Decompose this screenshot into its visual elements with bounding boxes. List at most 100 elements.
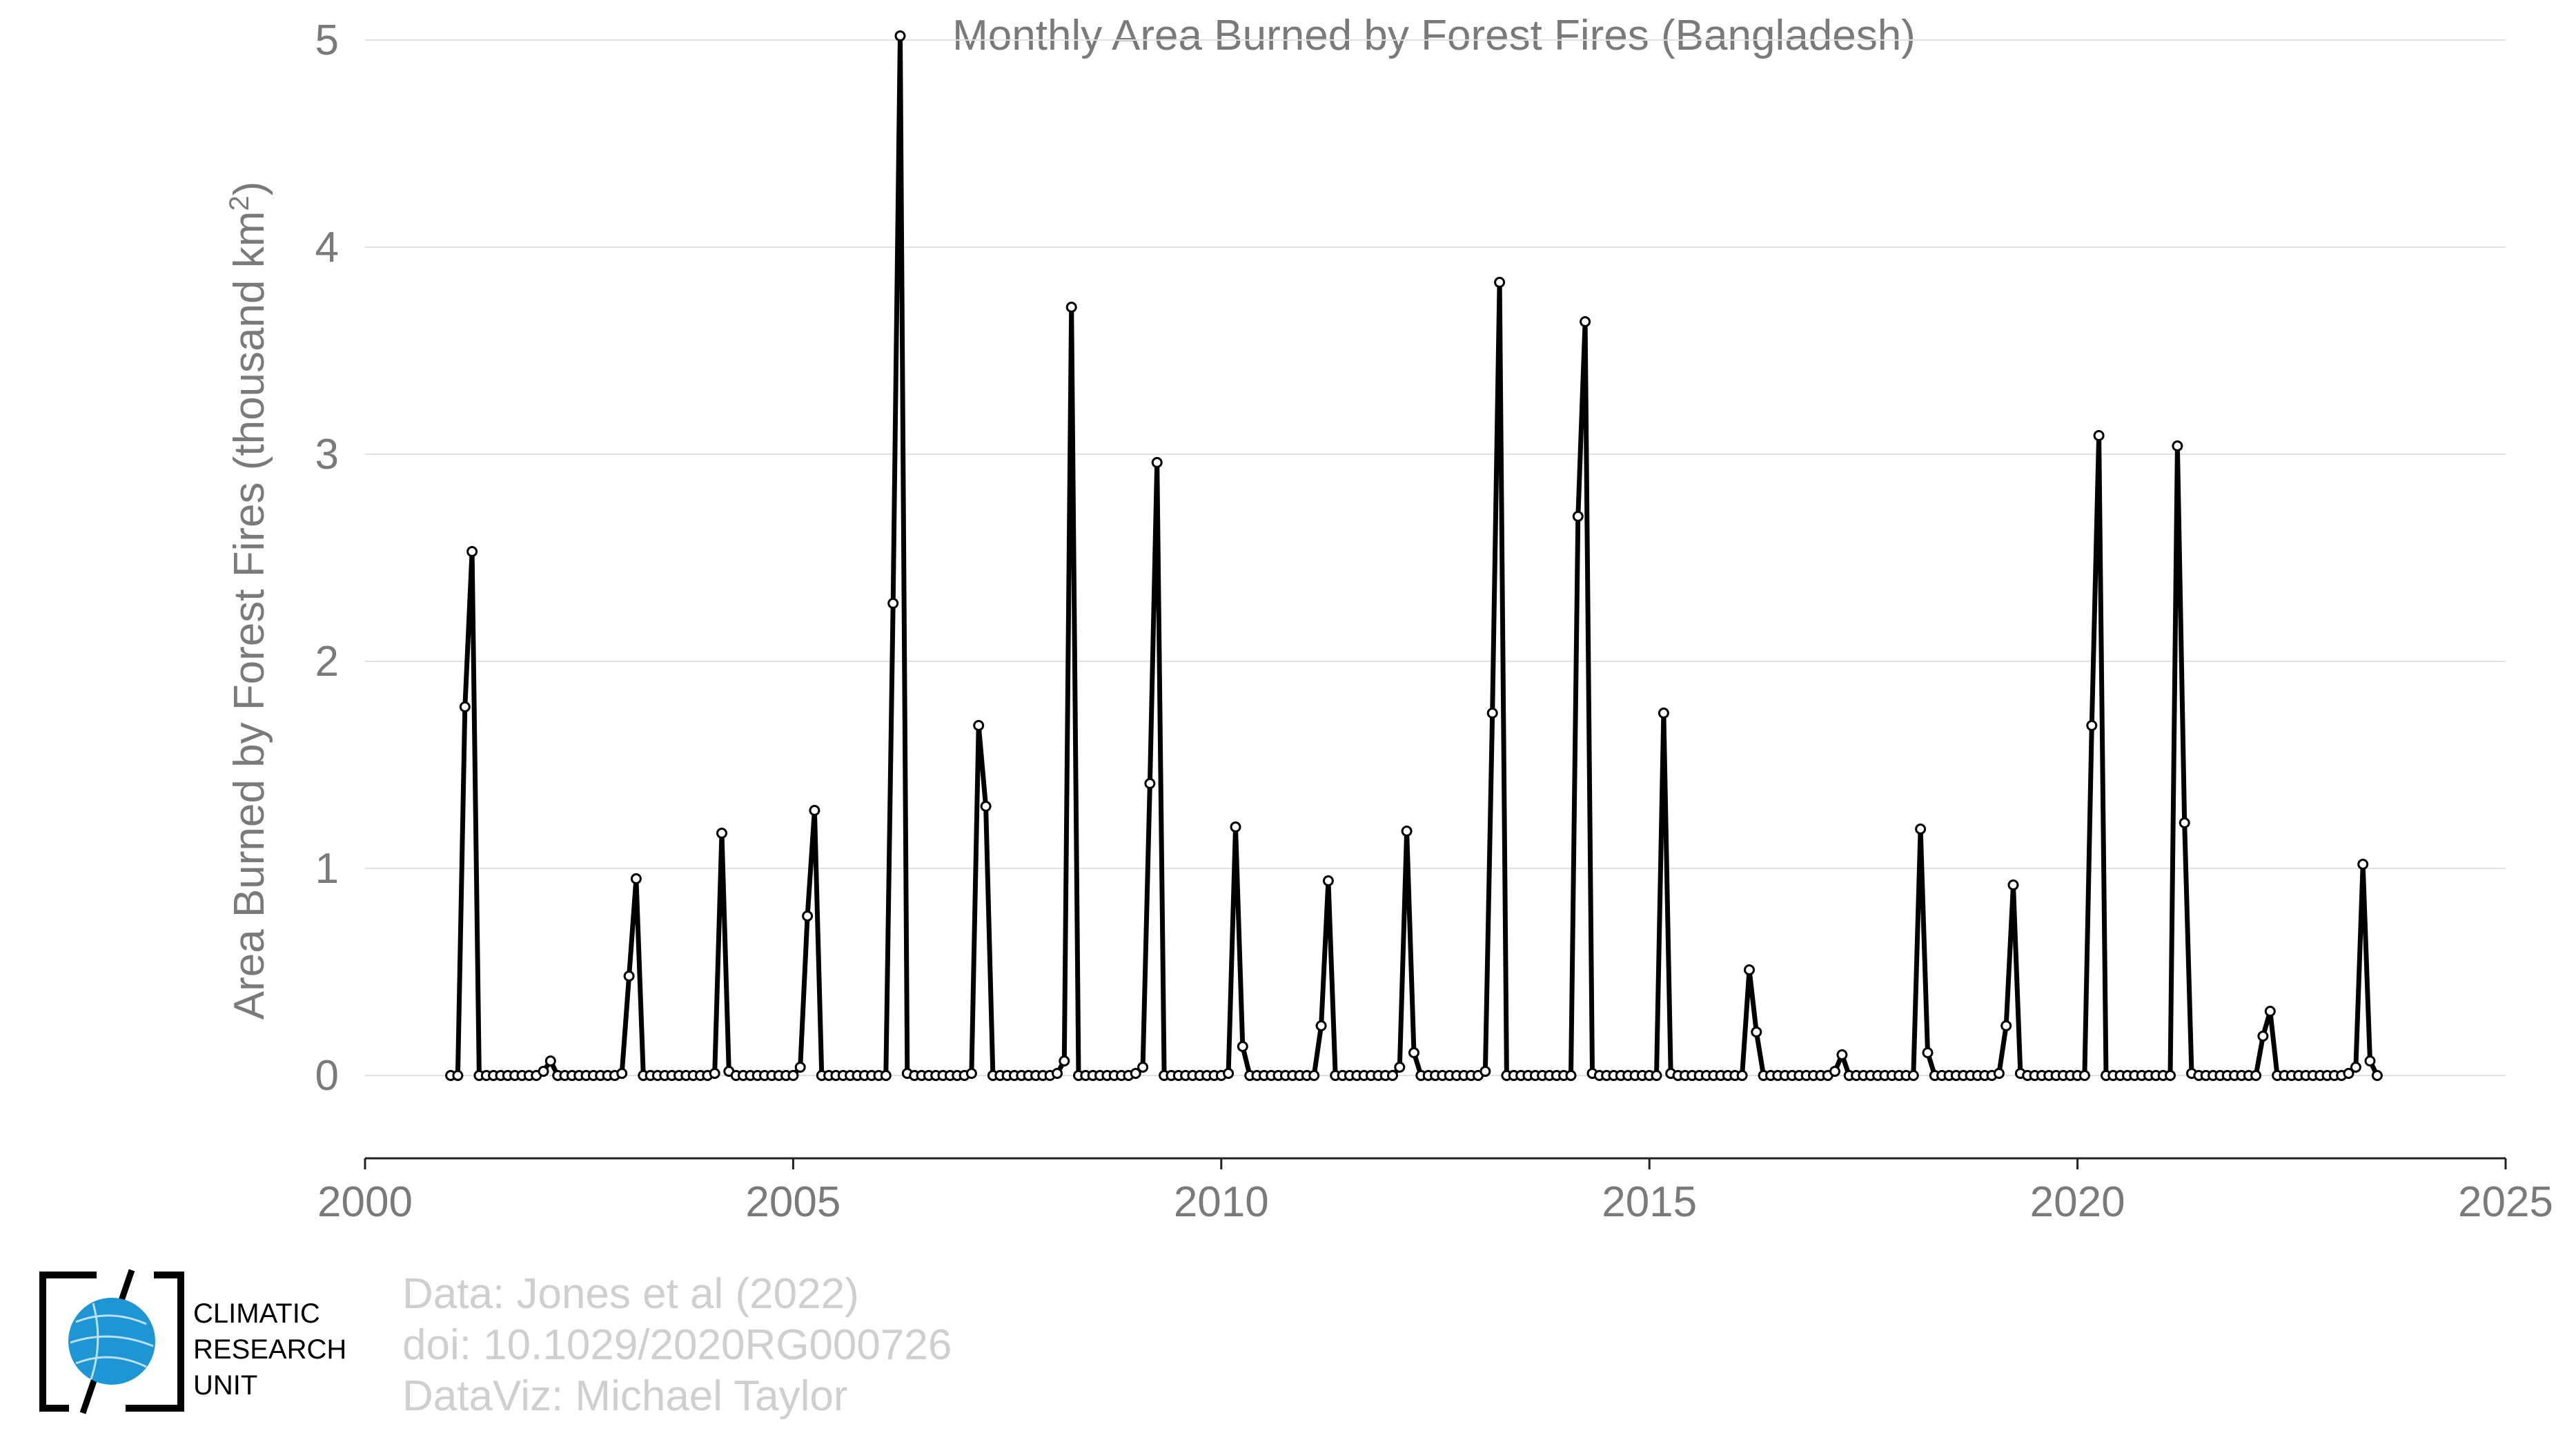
data-point <box>1494 277 1506 288</box>
data-point <box>1151 457 1163 468</box>
data-points <box>445 30 2383 1081</box>
x-axis: 2000 2005 2010 2015 2020 2025 <box>317 1158 2553 1226</box>
logo-text-line2: RESEARCH <box>193 1334 346 1365</box>
cru-logo: CLIMATIC RESEARCH UNIT <box>39 1269 346 1414</box>
data-point <box>1144 778 1156 789</box>
x-tick-label: 2015 <box>1602 1178 1697 1226</box>
data-point <box>2000 1020 2012 1031</box>
x-tick-label: 2020 <box>2030 1178 2125 1226</box>
y-tick-label: 3 <box>315 431 339 478</box>
data-point <box>2007 879 2019 890</box>
data-point <box>1572 511 1584 522</box>
data-point <box>787 1070 799 1081</box>
y-axis-label-close: ) <box>226 182 273 196</box>
data-point <box>716 828 727 839</box>
y-axis-label: Area Burned by Forest Fires (thousand km… <box>224 182 273 1020</box>
data-point <box>2250 1070 2262 1081</box>
data-point <box>1993 1068 2005 1079</box>
y-tick-label: 4 <box>315 224 339 271</box>
data-point <box>1658 708 1669 719</box>
data-point <box>1065 302 1077 313</box>
x-tick-label: 2000 <box>317 1178 413 1226</box>
data-point <box>2264 1006 2276 1017</box>
y-axis-label-superscript: 2 <box>224 195 255 211</box>
data-point <box>1394 1062 1406 1073</box>
data-point <box>1401 826 1413 837</box>
data-point <box>630 873 642 884</box>
data-point <box>1479 1066 1491 1077</box>
data-point <box>1059 1055 1070 1067</box>
data-point <box>1387 1070 1398 1081</box>
data-point <box>1829 1066 1840 1077</box>
data-point <box>1230 821 1241 832</box>
logo-text-line1: CLIMATIC <box>193 1298 320 1329</box>
logo-text-line3: UNIT <box>193 1370 257 1401</box>
data-point <box>1237 1041 1248 1052</box>
data-point <box>2371 1070 2383 1081</box>
data-point <box>544 1055 556 1067</box>
data-point <box>2257 1031 2269 1042</box>
data-point <box>538 1066 549 1077</box>
data-point <box>1486 708 1498 719</box>
data-point <box>794 1062 806 1073</box>
data-point <box>616 1068 628 1079</box>
data-point <box>973 720 985 731</box>
data-point <box>887 598 899 609</box>
data-point <box>1137 1062 1149 1073</box>
data-point <box>459 701 471 712</box>
data-point <box>1130 1068 1141 1079</box>
data-point <box>880 1070 892 1081</box>
data-point <box>452 1070 464 1081</box>
chart-title: Monthly Area Burned by Forest Fires (Ban… <box>952 12 1916 59</box>
data-point <box>965 1068 977 1079</box>
x-tick-label: 2010 <box>1174 1178 1269 1226</box>
y-axis-label-main: Area Burned by Forest Fires (thousand km <box>226 211 273 1020</box>
credits: Data: Jones et al (2022) doi: 10.1029/20… <box>402 1269 952 1422</box>
data-point <box>1565 1070 1577 1081</box>
y-tick-label: 2 <box>315 638 339 685</box>
data-point <box>2364 1055 2376 1067</box>
y-tick-label: 0 <box>315 1052 339 1100</box>
data-point <box>466 546 478 557</box>
data-point <box>1651 1070 1662 1081</box>
logo-bracket-right <box>126 1272 184 1412</box>
y-axis: 0 1 2 3 4 5 <box>315 17 339 1100</box>
data-point <box>2078 1070 2090 1081</box>
data-point <box>1052 1068 1063 1079</box>
data-point <box>809 805 820 816</box>
data-point <box>2093 430 2105 441</box>
data-point <box>1408 1047 1419 1058</box>
data-point <box>2343 1068 2354 1079</box>
data-point <box>1915 824 1927 835</box>
globe-lines <box>70 1303 154 1380</box>
data-point <box>2172 440 2183 451</box>
data-point <box>2179 817 2190 828</box>
x-tick-label: 2025 <box>2458 1178 2553 1226</box>
credit-doi: doi: 10.1029/2020RG000726 <box>402 1321 952 1369</box>
y-tick-label: 5 <box>315 17 339 64</box>
data-point <box>1322 875 1334 886</box>
gridlines <box>365 39 2506 1076</box>
credit-data-source: Data: Jones et al (2022) <box>402 1270 859 1318</box>
data-point <box>2350 1062 2361 1073</box>
data-point <box>623 971 635 982</box>
series-line <box>451 33 2380 1078</box>
data-point <box>2357 859 2369 870</box>
data-point <box>1223 1068 1235 1079</box>
credit-dataviz: DataViz: Michael Taylor <box>402 1372 848 1420</box>
data-point <box>1907 1070 1919 1081</box>
logo-bracket-left <box>39 1272 97 1412</box>
data-point <box>1751 1026 1762 1038</box>
data-point <box>802 910 814 922</box>
data-point <box>1836 1049 1848 1060</box>
data-point <box>1315 1020 1327 1031</box>
data-point <box>1308 1070 1320 1081</box>
data-point <box>709 1068 720 1079</box>
x-tick-label: 2005 <box>745 1178 840 1226</box>
data-point <box>980 801 992 812</box>
data-point <box>1580 316 1591 327</box>
data-point <box>894 30 906 41</box>
data-point <box>1736 1070 1748 1081</box>
data-point <box>1922 1047 1934 1058</box>
